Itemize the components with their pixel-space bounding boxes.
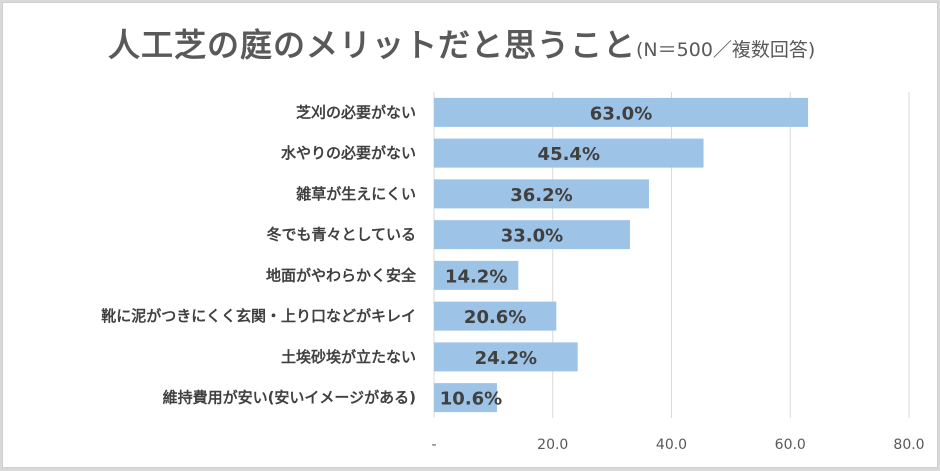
data-labels: 63.0% 45.4% 36.2% 33.0% 14.2% 20.6% 24.2% 10.6% [440, 103, 652, 409]
category-label: 雑草が生えにくい [295, 185, 416, 203]
bar [434, 179, 649, 209]
data-label: 63.0% [590, 103, 652, 124]
bar [434, 138, 704, 168]
bar [434, 342, 578, 372]
x-tick-label: 40.0 [656, 437, 687, 453]
chart-title: 人工芝の庭のメリットだと思うこと [108, 26, 637, 64]
data-label: 24.2% [475, 348, 537, 369]
bars [434, 97, 809, 413]
data-label: 36.2% [510, 185, 572, 206]
category-label: 地面がやわらかく安全 [266, 266, 417, 284]
x-tick-label: 20.0 [537, 437, 568, 453]
data-label: 45.4% [538, 144, 600, 165]
category-label: 靴に泥がつきにくく玄関・上り口などがキレイ [101, 307, 416, 325]
category-label: 水やりの必要がない [281, 144, 416, 162]
data-label: 14.2% [445, 266, 507, 287]
x-tick-label: 80.0 [893, 437, 924, 453]
bar [434, 260, 519, 290]
x-axis-tick-labels: - 20.0 40.0 60.0 80.0 [431, 437, 924, 453]
category-label: 土埃砂埃が立たない [281, 348, 416, 366]
category-labels: 芝刈の必要がない水やりの必要がない雑草が生えにくい冬でも青々としている地面がやわ… [101, 103, 417, 406]
category-label: 芝刈の必要がない [296, 103, 416, 121]
data-label: 20.6% [464, 307, 526, 328]
data-label: 33.0% [501, 226, 563, 247]
x-tick-label: 60.0 [775, 437, 806, 453]
category-label: 冬でも青々としている [266, 226, 416, 244]
chart-subtitle: (N＝500／複数回答) [636, 39, 816, 61]
category-label: 維持費用が安い(安いイメージがある) [163, 389, 416, 407]
bar [434, 301, 557, 331]
chart-title-block: 人工芝の庭のメリットだと思うこと(N＝500／複数回答) [108, 20, 815, 66]
bar [434, 220, 630, 250]
x-tick-label: - [431, 437, 436, 453]
bar [434, 97, 809, 127]
data-label: 10.6% [440, 389, 502, 410]
bar [434, 383, 497, 413]
